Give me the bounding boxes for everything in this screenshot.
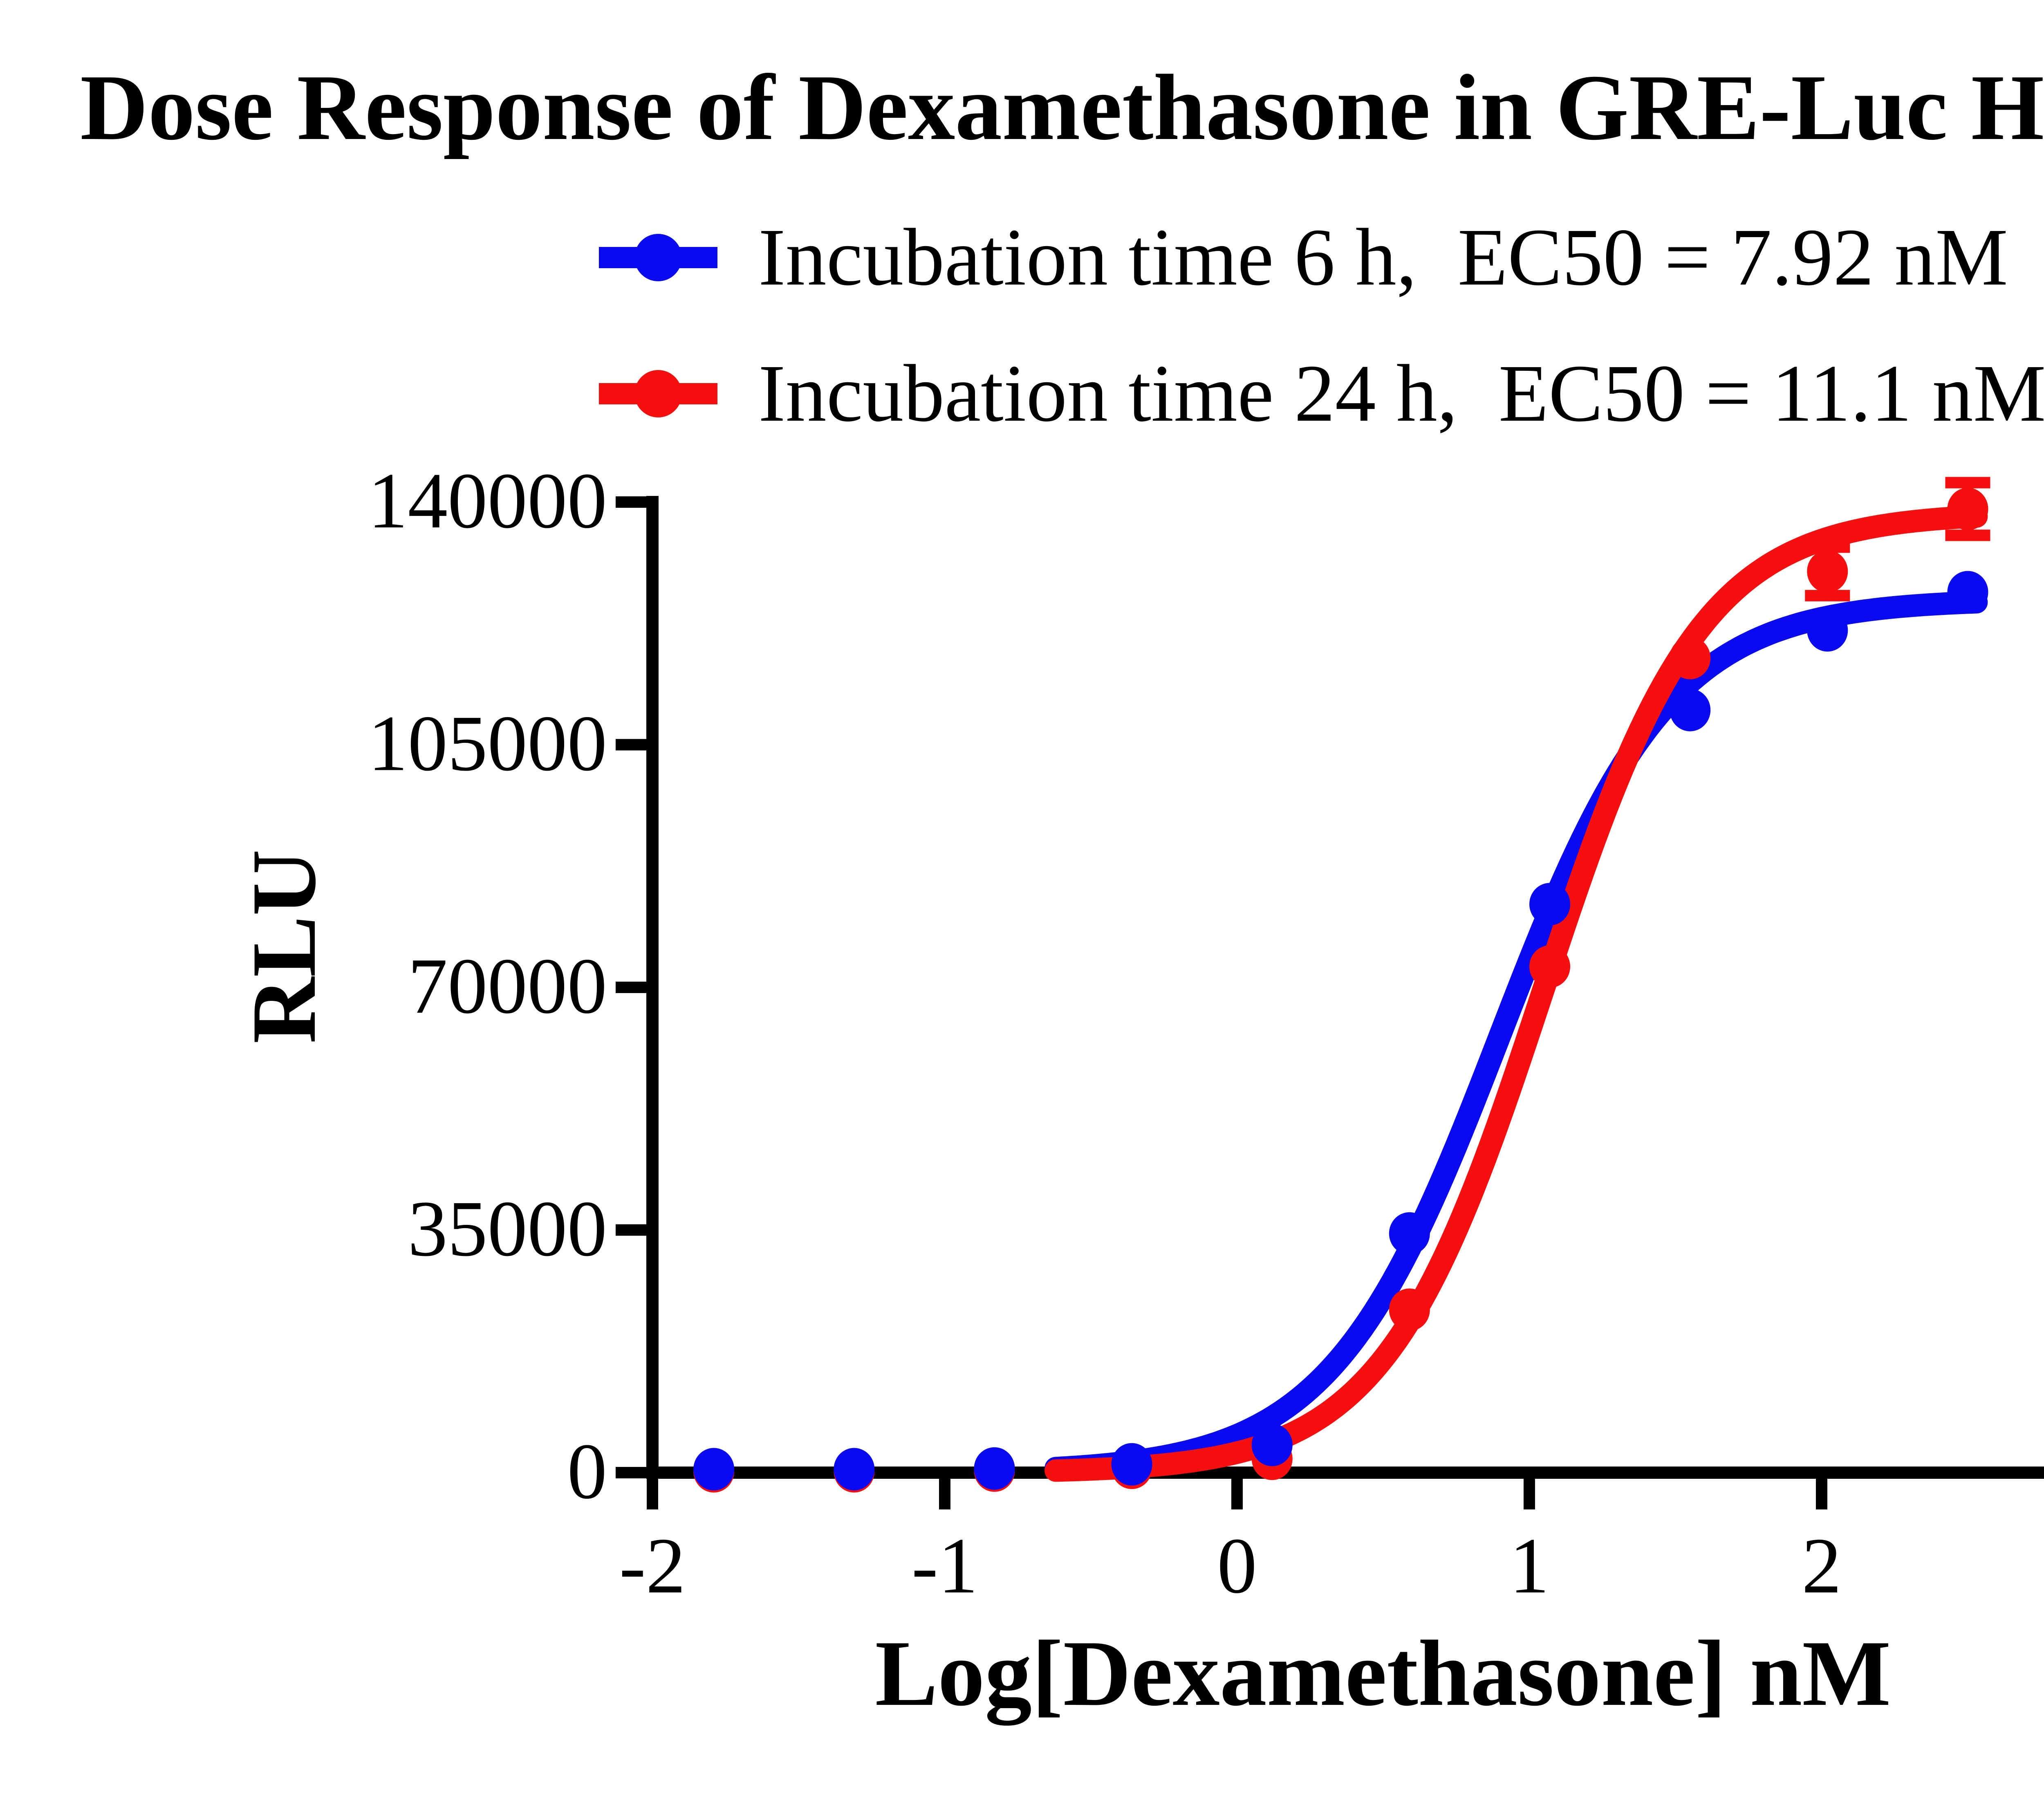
y-tick-label: 70000 xyxy=(408,942,607,1030)
data-point-6h xyxy=(1670,688,1711,731)
y-tick-label: 105000 xyxy=(368,700,607,788)
x-tick-label: 0 xyxy=(1217,1522,1257,1610)
legend-item-6h: Incubation time 6 h, EC50 = 7.92 nM xyxy=(597,213,2008,303)
y-axis-title: RLU xyxy=(233,849,335,1043)
fit-curve-6h xyxy=(1044,591,1988,1480)
data-point-6h xyxy=(1389,1212,1430,1255)
data-point-6h xyxy=(1947,571,1988,614)
data-point-6h xyxy=(974,1447,1015,1490)
data-point-6h xyxy=(693,1448,735,1491)
data-point-6h xyxy=(1251,1424,1293,1467)
y-tick-label: 0 xyxy=(567,1427,607,1516)
y-tick-label: 35000 xyxy=(408,1185,607,1273)
x-tick-label: -1 xyxy=(912,1522,978,1610)
data-point-24h xyxy=(1529,945,1571,988)
x-axis-title: Log[Dexamethasone] nM xyxy=(875,1621,1891,1726)
legend-item-24h: Incubation time 24 h, EC50 = 11.1 nM xyxy=(597,349,2044,439)
fit-curve-24h xyxy=(1044,505,1988,1482)
legend-marker-24h-icon xyxy=(599,370,717,417)
data-points xyxy=(693,487,1988,1493)
fit-curves xyxy=(1044,505,1988,1482)
data-point-24h xyxy=(1807,550,1848,593)
x-tick-label: 1 xyxy=(1509,1522,1549,1610)
data-point-6h xyxy=(1111,1443,1152,1486)
data-point-24h xyxy=(1389,1288,1430,1331)
x-tick-label: 2 xyxy=(1802,1522,1842,1610)
legend-marker-6h-icon xyxy=(599,234,717,281)
data-point-6h xyxy=(1529,883,1571,926)
legend-label-24h: Incubation time 24 h, EC50 = 11.1 nM xyxy=(758,348,2044,439)
data-point-6h xyxy=(1807,609,1848,652)
x-tick-label: -2 xyxy=(619,1522,686,1610)
data-point-6h xyxy=(834,1448,875,1491)
data-point-24h xyxy=(1947,487,1988,530)
data-point-24h xyxy=(1670,637,1711,679)
y-tick-label: 140000 xyxy=(368,457,607,545)
chart-title: Dose Response of Dexamethasone in GRE-Lu… xyxy=(80,55,2044,159)
legend-label-6h: Incubation time 6 h, EC50 = 7.92 nM xyxy=(758,212,2008,303)
